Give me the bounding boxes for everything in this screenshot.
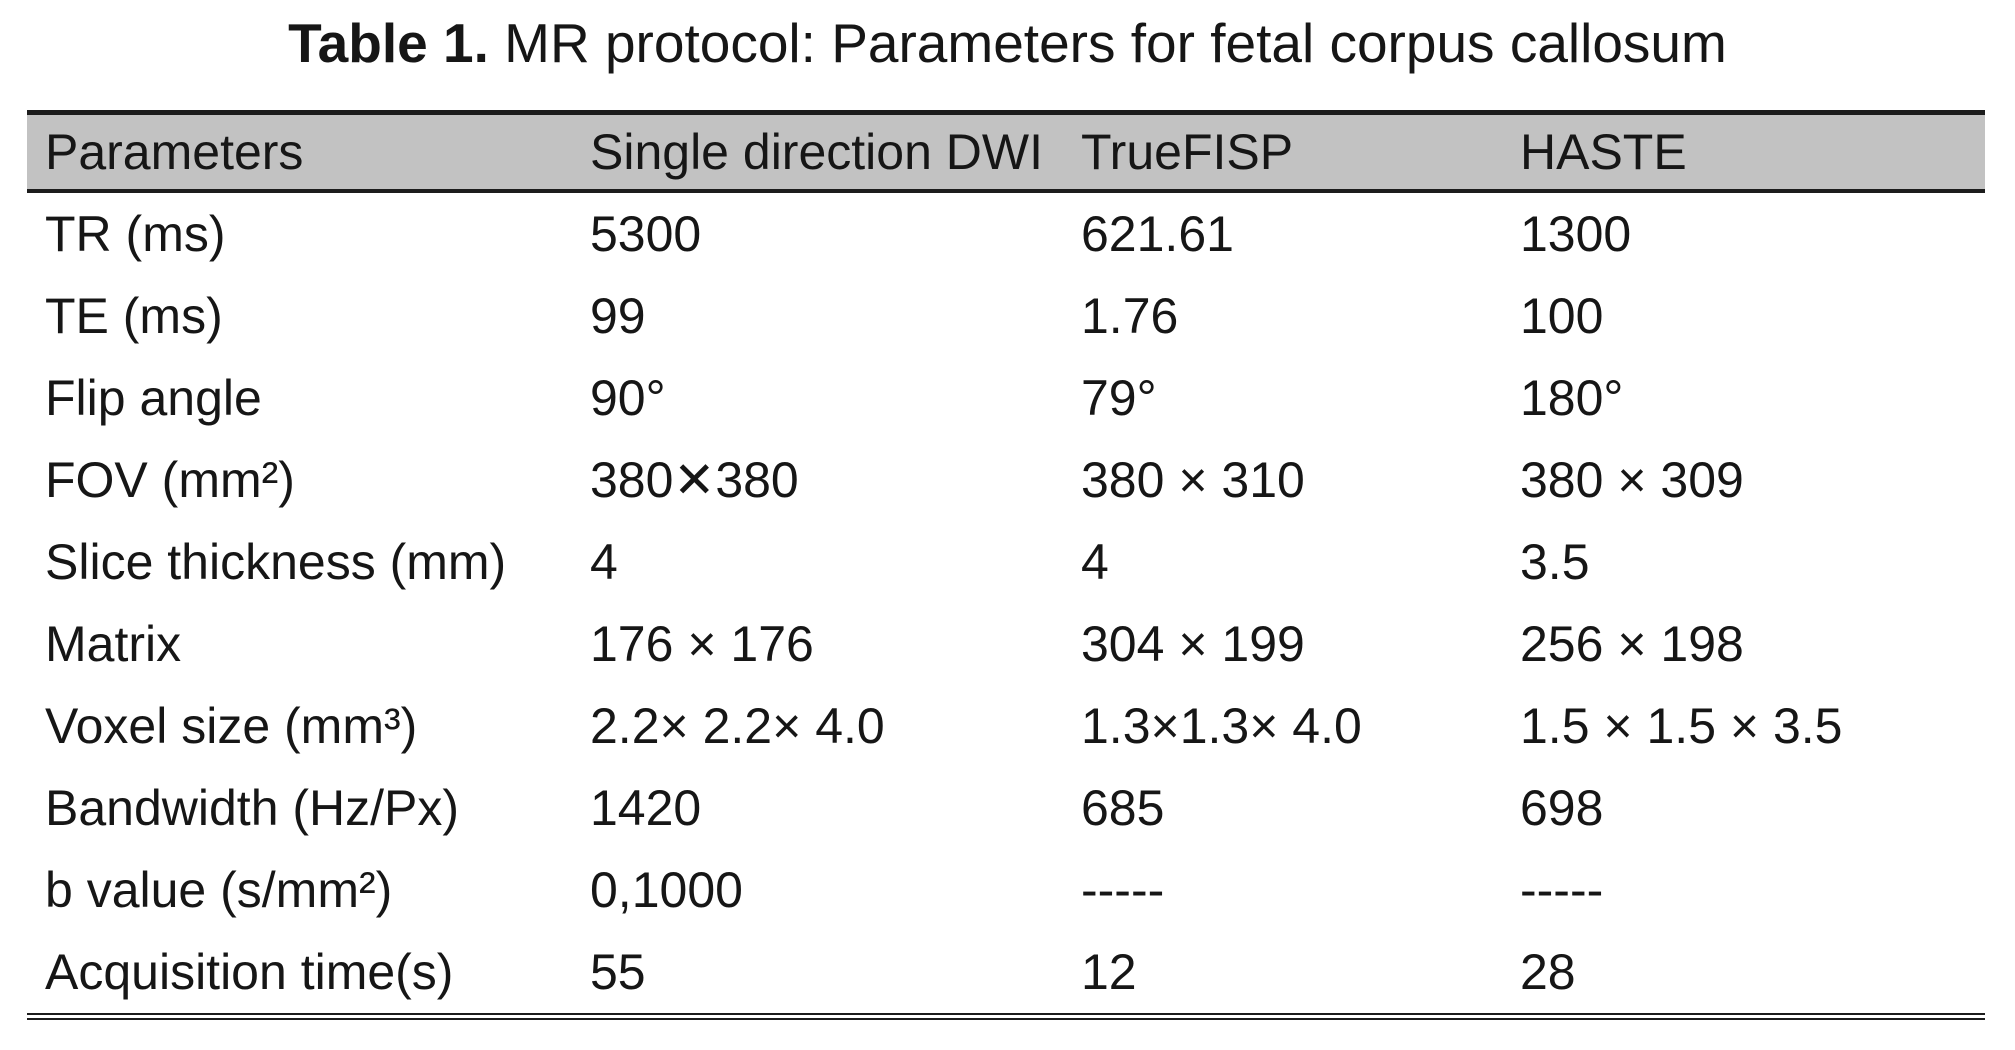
cell-value: 1.76 (1081, 288, 1179, 344)
cell-value: 1300 (1520, 206, 1632, 262)
cell-value: 1420 (590, 780, 702, 836)
cell-value: 100 (1520, 288, 1604, 344)
cell-value: 3.5 (1520, 534, 1590, 590)
column-header-haste: HASTE (1512, 110, 1985, 193)
cell-value: 90° (590, 370, 666, 426)
table-row: Matrix 176 × 176 304 × 199 256 × 198 (27, 603, 1985, 685)
table-row: Acquisition time(s) 55 12 28 (27, 931, 1985, 1020)
header-row: Parameters Single direction DWI TrueFISP… (27, 110, 1985, 193)
cell-value: 4 (1081, 534, 1109, 590)
cell-value: 180° (1520, 370, 1624, 426)
table-row: TR (ms) 5300 621.61 1300 (27, 191, 1985, 275)
table-caption-number: Table 1. (288, 12, 489, 74)
row-label: Flip angle (45, 370, 262, 426)
table-row: Slice thickness (mm) 4 4 3.5 (27, 521, 1985, 603)
mr-protocol-table: Parameters Single direction DWI TrueFISP… (27, 110, 1985, 1020)
table-row: TE (ms) 99 1.76 100 (27, 275, 1985, 357)
cell-value: 621.61 (1081, 206, 1234, 262)
cell-value: 176 × 176 (590, 616, 814, 672)
row-label: Bandwidth (Hz/Px) (45, 780, 460, 836)
table-row: Bandwidth (Hz/Px) 1420 685 698 (27, 767, 1985, 849)
cell-value: 0,1000 (590, 862, 743, 918)
column-header-truefisp: TrueFISP (1073, 110, 1512, 193)
cell-value: 1.5 × 1.5 × 3.5 (1520, 698, 1843, 754)
table-row: FOV (mm²) 380✕380 380 × 310 380 × 309 (27, 439, 1985, 521)
cell-value: 380 × 310 (1081, 452, 1305, 508)
cell-value: ----- (1520, 862, 1604, 918)
cell-value: 55 (582, 931, 1073, 1020)
table-row: Voxel size (mm³) 2.2× 2.2× 4.0 1.3×1.3× … (27, 685, 1985, 767)
table-caption-text: MR protocol: Parameters for fetal corpus… (488, 12, 1727, 74)
row-label: Voxel size (mm³) (45, 698, 418, 754)
cell-value: 304 × 199 (1081, 616, 1305, 672)
cell-value: 2.2× 2.2× 4.0 (590, 698, 885, 754)
column-header-dwi: Single direction DWI (582, 110, 1073, 193)
row-label: TR (ms) (45, 206, 226, 262)
cell-value: 698 (1520, 780, 1604, 836)
row-label: b value (s/mm²) (45, 862, 393, 918)
cell-value: 5300 (590, 206, 702, 262)
cell-value: ----- (1081, 862, 1165, 918)
cell-value: 99 (590, 288, 646, 344)
column-header-parameters: Parameters (27, 110, 582, 193)
table-row: Flip angle 90° 79° 180° (27, 357, 1985, 439)
cell-value: 380✕380 (590, 452, 799, 508)
cell-value: 380 × 309 (1520, 452, 1744, 508)
cell-value: 28 (1512, 931, 1985, 1020)
cell-value: 1.3×1.3× 4.0 (1081, 698, 1362, 754)
table-row: b value (s/mm²) 0,1000 ----- ----- (27, 849, 1985, 931)
row-label: Slice thickness (mm) (45, 534, 507, 590)
table-caption: Table 1. MR protocol: Parameters for fet… (0, 12, 2015, 75)
row-label: Matrix (45, 616, 182, 672)
row-label: TE (ms) (45, 288, 223, 344)
cell-value: 685 (1081, 780, 1165, 836)
cell-value: 256 × 198 (1520, 616, 1744, 672)
row-label: FOV (mm²) (45, 452, 295, 508)
row-label: Acquisition time(s) (27, 931, 582, 1020)
cell-value: 4 (590, 534, 618, 590)
cell-value: 79° (1081, 370, 1157, 426)
cell-value: 12 (1073, 931, 1512, 1020)
